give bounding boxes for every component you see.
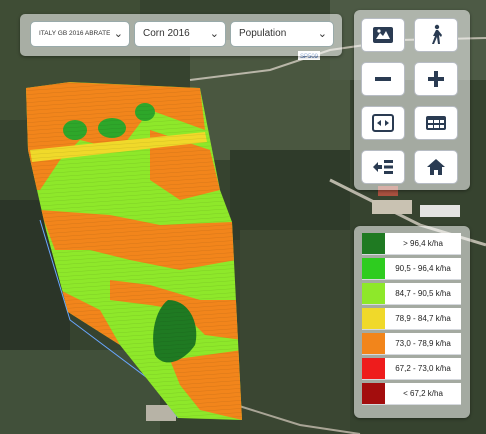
legend-swatch: [362, 333, 385, 354]
fit-bounds-icon: [372, 114, 394, 132]
satellite-toggle-button[interactable]: [361, 18, 405, 52]
crop-select[interactable]: Corn 2016 ⌄: [134, 21, 226, 47]
legend-item: 73,0 - 78,9 k/ha: [362, 333, 461, 355]
chevron-down-icon: ⌄: [317, 28, 327, 40]
legend-swatch: [362, 383, 385, 404]
layer-select[interactable]: Population ⌄: [230, 21, 334, 47]
legend-label: < 67,2 k/ha: [403, 389, 443, 398]
satellite-map-icon: [373, 27, 393, 43]
legend-swatch: [362, 283, 385, 304]
building: [420, 205, 460, 217]
fit-bounds-button[interactable]: [361, 106, 405, 140]
legend-item: > 96,4 k/ha: [362, 233, 461, 255]
building: [378, 186, 398, 196]
home-icon: [427, 159, 445, 175]
legend-item: < 67,2 k/ha: [362, 383, 461, 405]
walking-person-icon: [432, 24, 442, 44]
legend-label: 78,9 - 84,7 k/ha: [395, 314, 451, 323]
farm-select[interactable]: ITALY GB 2016 ABRATE ⌄: [30, 21, 130, 47]
table-view-button[interactable]: [414, 106, 458, 140]
table-icon: [426, 116, 446, 130]
filter-toolbar: ITALY GB 2016 ABRATE ⌄ Corn 2016 ⌄ Popul…: [20, 14, 342, 56]
road-label: SP509: [300, 54, 319, 60]
farmland-patch: [0, 350, 160, 434]
legend-item: 84,7 - 90,5 k/ha: [362, 283, 461, 305]
walk-mode-button[interactable]: [414, 18, 458, 52]
map-controls: [354, 10, 470, 190]
layer-list-button[interactable]: [361, 150, 405, 184]
farmland-patch: [190, 40, 350, 160]
chevron-down-icon: ⌄: [113, 28, 123, 40]
legend-label: 84,7 - 90,5 k/ha: [395, 289, 451, 298]
legend-label: > 96,4 k/ha: [403, 239, 443, 248]
legend-label: 90,5 - 96,4 k/ha: [395, 264, 451, 273]
plus-icon: [428, 71, 444, 87]
legend-swatch: [362, 358, 385, 379]
home-button[interactable]: [414, 150, 458, 184]
road: [219, 399, 361, 434]
crop-select-value: Corn 2016: [143, 28, 190, 39]
building: [372, 200, 412, 214]
legend-label: 67,2 - 73,0 k/ha: [395, 364, 451, 373]
farmland-patch: [230, 150, 350, 240]
farm-select-value: ITALY GB 2016 ABRATE: [39, 30, 111, 37]
legend-item: 78,9 - 84,7 k/ha: [362, 308, 461, 330]
legend-swatch: [362, 308, 385, 329]
legend-label: 73,0 - 78,9 k/ha: [395, 339, 451, 348]
legend-swatch: [362, 233, 385, 254]
layer-list-icon: [373, 160, 393, 174]
legend-item: 67,2 - 73,0 k/ha: [362, 358, 461, 380]
layer-select-value: Population: [239, 28, 287, 39]
legend-item: 90,5 - 96,4 k/ha: [362, 258, 461, 280]
farmland-patch: [240, 230, 350, 430]
building: [146, 405, 176, 421]
legend-swatch: [362, 258, 385, 279]
zoom-out-button[interactable]: [361, 62, 405, 96]
legend-panel: > 96,4 k/ha 90,5 - 96,4 k/ha 84,7 - 90,5 k…: [354, 226, 470, 418]
minus-icon: [375, 77, 391, 81]
chevron-down-icon: ⌄: [209, 28, 219, 40]
zoom-in-button[interactable]: [414, 62, 458, 96]
